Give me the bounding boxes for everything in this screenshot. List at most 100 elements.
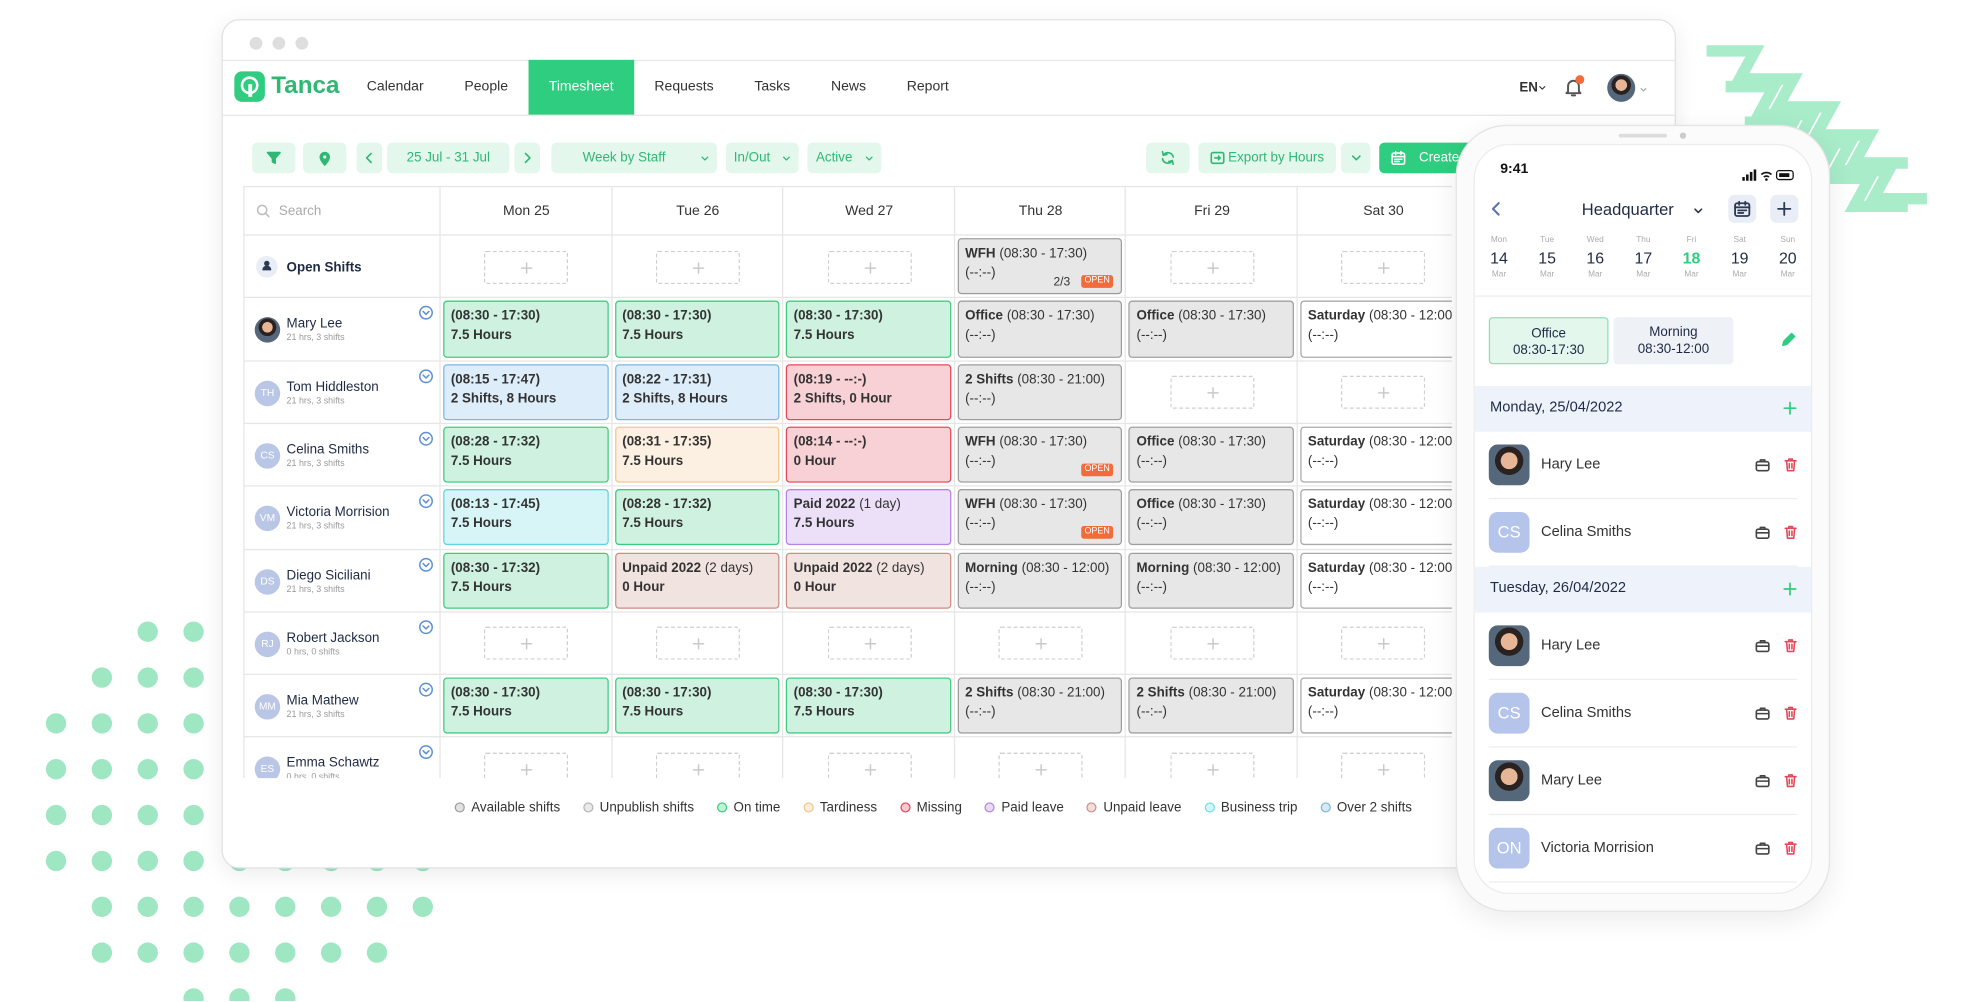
shift-card[interactable]: Office (08:30 - 17:30) (--:--) xyxy=(1128,426,1294,483)
status-select[interactable]: Active xyxy=(807,142,882,174)
shift-card[interactable]: Saturday (08:30 - 12:00) (--:--) xyxy=(1300,552,1452,609)
filter-button[interactable] xyxy=(252,142,296,174)
shift-card[interactable]: Unpaid 2022 (2 days) 0 Hour xyxy=(614,552,780,609)
shift-card[interactable]: (08:13 - 17:45) 7.5 Hours xyxy=(443,489,609,546)
search-input[interactable]: Search xyxy=(278,203,322,220)
shift-card[interactable]: (08:30 - 17:30) 7.5 Hours xyxy=(786,300,952,358)
shift-card[interactable]: 2 Shifts (08:30 - 21:00) (--:--) xyxy=(957,677,1123,735)
shift-card[interactable]: Saturday (08:30 - 12:00) (--:--) xyxy=(1300,677,1452,735)
shift-card[interactable]: (08:30 - 17:30) 7.5 Hours xyxy=(614,300,780,358)
nav-item[interactable]: News xyxy=(830,78,866,95)
shift-card[interactable]: (08:19 - --:-) 2 Shifts, 0 Hour xyxy=(786,363,952,421)
shift-card[interactable]: WFH (08:30 - 17:30) (--:--) OPEN xyxy=(957,489,1123,546)
refresh-button[interactable] xyxy=(1146,142,1190,174)
shift-card[interactable]: (08:28 - 17:32) 7.5 Hours xyxy=(614,489,780,546)
staff-name[interactable]: Mary Lee xyxy=(286,316,343,332)
person-name[interactable]: Hary Lee xyxy=(1540,457,1601,473)
add-shift-slot[interactable] xyxy=(998,627,1083,661)
add-shift-slot[interactable] xyxy=(655,250,740,284)
add-shift-slot[interactable] xyxy=(1169,376,1255,410)
date-number[interactable]: 15 xyxy=(1538,249,1556,268)
add-shift-slot[interactable] xyxy=(1169,627,1255,661)
add-shift-slot[interactable] xyxy=(484,752,569,779)
staff-name[interactable]: Emma Schawtz xyxy=(286,755,380,771)
shift-card[interactable]: Unpaid 2022 (2 days) 0 Hour xyxy=(786,552,952,609)
add-shift-slot[interactable] xyxy=(1341,376,1426,410)
person-name[interactable]: Victoria Morrision xyxy=(1540,840,1654,856)
nav-item[interactable]: Report xyxy=(906,78,949,95)
nav-item[interactable]: People xyxy=(464,78,509,95)
export-menu[interactable] xyxy=(1341,142,1371,174)
shift-card[interactable]: 2 Shifts (08:30 - 21:00) (--:--) xyxy=(957,363,1123,421)
nav-item[interactable]: Requests xyxy=(654,78,714,95)
person-name[interactable]: Celina Smiths xyxy=(1540,705,1632,721)
date-number[interactable]: 19 xyxy=(1730,249,1749,268)
previous-button[interactable] xyxy=(356,142,383,174)
next-button[interactable] xyxy=(514,142,540,174)
shift-option[interactable]: Morning 08:30-12:00 xyxy=(1613,317,1734,365)
shift-card[interactable]: (08:30 - 17:30) 7.5 Hours xyxy=(614,677,780,735)
add-shift-slot[interactable] xyxy=(1341,752,1426,779)
shift-card[interactable]: Saturday (08:30 - 12:00) (--:--) xyxy=(1300,489,1452,546)
shift-card[interactable]: Paid 2022 (1 day) 7.5 Hours xyxy=(786,489,952,546)
staff-name[interactable]: Diego Siciliani xyxy=(286,567,371,583)
nav-item[interactable]: Timesheet xyxy=(528,59,635,115)
add-shift-slot[interactable] xyxy=(827,752,912,779)
language[interactable]: EN xyxy=(1519,80,1538,96)
add-shift-slot[interactable] xyxy=(655,627,740,661)
shift-card[interactable]: (08:30 - 17:30) 7.5 Hours xyxy=(443,300,609,358)
staff-name[interactable]: Mia Mathew xyxy=(286,692,359,709)
shift-card[interactable]: (08:30 - 17:32) 7.5 Hours xyxy=(443,552,609,609)
shift-card[interactable]: (08:31 - 17:35) 7.5 Hours xyxy=(614,426,780,483)
user-avatar[interactable] xyxy=(1607,73,1636,102)
staff-name[interactable]: Celina Smiths xyxy=(286,441,370,458)
calendar-button[interactable] xyxy=(1728,194,1757,223)
person-name[interactable]: Celina Smiths xyxy=(1540,524,1632,540)
shift-card[interactable]: 2 Shifts (08:30 - 21:00) (--:--) xyxy=(1128,677,1294,735)
date-range[interactable]: 25 Jul - 31 Jul xyxy=(387,142,510,174)
shift-card[interactable]: Saturday (08:30 - 12:00) (--:--) xyxy=(1300,300,1452,358)
location-button[interactable] xyxy=(303,142,347,174)
date-number[interactable]: 16 xyxy=(1586,249,1605,268)
date-number[interactable]: 17 xyxy=(1634,249,1653,268)
export-button[interactable]: Export by Hours xyxy=(1198,142,1336,174)
date-number[interactable]: 14 xyxy=(1490,249,1508,268)
shift-card[interactable]: (08:30 - 17:30) 7.5 Hours xyxy=(443,677,609,735)
shift-card[interactable]: (08:14 - --:-) 0 Hour xyxy=(786,426,952,483)
add-shift-slot[interactable] xyxy=(827,250,912,284)
shift-option[interactable]: Office 08:30-17:30 xyxy=(1488,317,1609,365)
shift-card[interactable]: Saturday (08:30 - 12:00) (--:--) xyxy=(1300,426,1452,483)
shift-card[interactable]: Office (08:30 - 17:30) (--:--) xyxy=(1128,300,1294,358)
staff-name[interactable]: Tom Hiddleston xyxy=(286,379,379,395)
add-shift-slot[interactable] xyxy=(1169,752,1255,779)
location-title[interactable]: Headquarter xyxy=(1581,199,1674,220)
shift-card[interactable]: Morning (08:30 - 12:00) (--:--) xyxy=(1128,552,1294,609)
shift-card[interactable]: (08:15 - 17:47) 2 Shifts, 8 Hours xyxy=(443,363,609,421)
nav-item[interactable]: Tasks xyxy=(754,78,791,95)
add-shift-slot[interactable] xyxy=(484,250,569,284)
shift-card[interactable]: (08:30 - 17:30) 7.5 Hours xyxy=(786,677,952,735)
shift-card[interactable]: Office (08:30 - 17:30) (--:--) xyxy=(957,300,1123,358)
person-name[interactable]: Mary Lee xyxy=(1540,773,1603,789)
shift-card[interactable]: Office (08:30 - 17:30) (--:--) xyxy=(1128,489,1294,546)
add-shift-slot[interactable] xyxy=(655,752,740,779)
add-shift-slot[interactable] xyxy=(827,627,912,661)
shift-card[interactable]: (08:22 - 17:31) 2 Shifts, 8 Hours xyxy=(614,363,780,421)
nav-item[interactable]: Calendar xyxy=(366,78,424,95)
shift-card[interactable]: WFH (08:30 - 17:30) (--:--) OPEN xyxy=(957,426,1123,483)
shift-card[interactable]: (08:28 - 17:32) 7.5 Hours xyxy=(443,426,609,483)
date-number[interactable]: 18 xyxy=(1682,249,1701,268)
add-shift-slot[interactable] xyxy=(484,627,569,661)
add-shift-slot[interactable] xyxy=(998,752,1083,779)
view-select[interactable]: Week by Staff xyxy=(551,142,718,174)
add-button[interactable] xyxy=(1770,194,1799,223)
date-number[interactable]: 20 xyxy=(1778,249,1797,268)
type-select[interactable]: In/Out xyxy=(725,142,799,174)
add-shift-slot[interactable] xyxy=(1169,250,1255,284)
person-name[interactable]: Hary Lee xyxy=(1540,638,1601,654)
staff-name[interactable]: Robert Jackson xyxy=(286,630,380,646)
add-shift-slot[interactable] xyxy=(1341,250,1426,284)
add-shift-slot[interactable] xyxy=(1341,627,1426,661)
staff-name[interactable]: Victoria Morrision xyxy=(286,504,390,520)
shift-card[interactable]: WFH (08:30 - 17:30) (--:--) OPEN 2/3 xyxy=(957,238,1123,295)
